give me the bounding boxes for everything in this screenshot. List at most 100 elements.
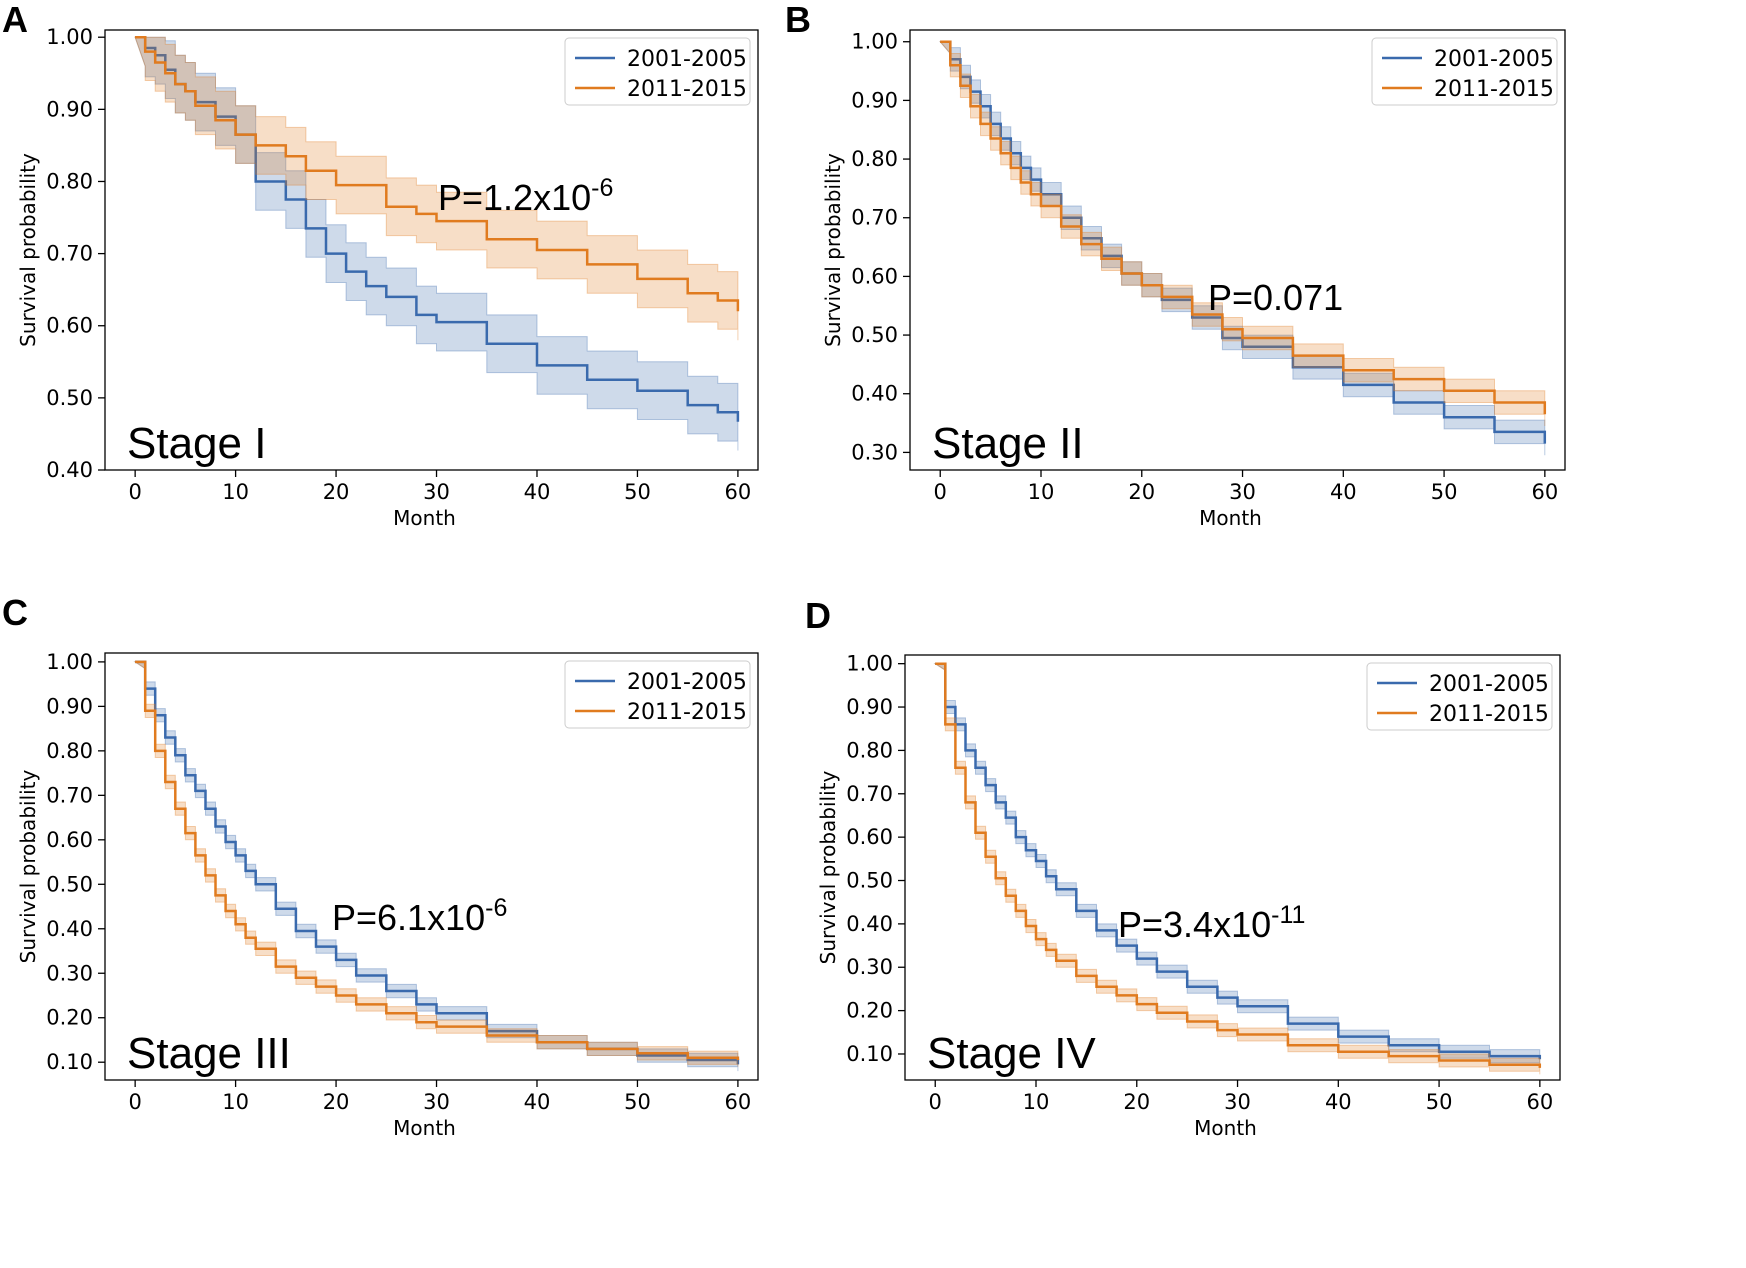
- p-value-text: P=1.2x10: [438, 177, 591, 218]
- legend-label: 2011-2015: [627, 700, 747, 725]
- survival-line-2011-2015: [135, 35, 740, 312]
- p-value-exponent: -11: [1271, 901, 1305, 929]
- panel-letter: D: [805, 595, 831, 636]
- x-tick-label: 10: [222, 1090, 249, 1114]
- y-tick-label: 0.70: [851, 206, 898, 230]
- x-tick-label: 50: [1431, 480, 1458, 504]
- y-tick-label: 0.10: [846, 1042, 893, 1066]
- stage-label: Stage IV: [927, 1029, 1096, 1078]
- p-value-annotation: P=1.2x10-6: [438, 174, 613, 218]
- y-tick-label: 0.20: [846, 999, 893, 1023]
- p-value-annotation: P=3.4x10-11: [1118, 901, 1305, 945]
- x-axis-label: Month: [393, 506, 456, 530]
- panel-letter: C: [2, 592, 28, 633]
- legend-label: 2001-2005: [1434, 47, 1554, 72]
- x-tick-label: 60: [725, 1090, 752, 1114]
- legend: 2001-2005 2011-2015: [564, 660, 751, 729]
- y-tick-label: 0.60: [851, 264, 898, 288]
- stage-label: Stage I: [127, 419, 266, 468]
- stage-label: Stage II: [932, 419, 1084, 468]
- survival-line-2011-2015: [940, 40, 1547, 415]
- x-tick-label: 30: [1229, 480, 1256, 504]
- legend-label: 2011-2015: [1429, 702, 1549, 727]
- p-value-annotation: P=6.1x10-6: [332, 894, 507, 938]
- x-tick-label: 20: [1128, 480, 1155, 504]
- x-tick-label: 50: [624, 1090, 651, 1114]
- x-axis-label: Month: [1199, 506, 1262, 530]
- x-tick-label: 30: [1224, 1090, 1251, 1114]
- y-tick-label: 0.50: [46, 872, 93, 896]
- y-tick-label: 0.80: [46, 739, 93, 763]
- y-axis-label: Survival probability: [816, 770, 840, 964]
- y-axis-label: Survival probability: [16, 153, 40, 347]
- x-tick-label: 10: [222, 480, 249, 504]
- legend-label: 2011-2015: [1434, 77, 1554, 102]
- x-tick-label: 0: [128, 1090, 141, 1114]
- y-tick-label: 0.30: [846, 955, 893, 979]
- y-tick-label: 1.00: [46, 25, 93, 49]
- y-axis-label: Survival probability: [16, 769, 40, 963]
- y-tick-label: 0.60: [846, 825, 893, 849]
- legend: 2001-2005 2011-2015: [1366, 662, 1553, 731]
- legend-label: 2001-2005: [1429, 672, 1549, 697]
- survival-line-2001-2005: [940, 40, 1547, 444]
- x-tick-label: 20: [323, 480, 350, 504]
- y-tick-label: 0.40: [46, 917, 93, 941]
- panel-d: D 0 10 20 30 40 50 60 0.10 0.20 0.30 0.40 0.50 0.60 0.…: [805, 595, 1561, 1140]
- y-tick-label: 0.50: [46, 386, 93, 410]
- x-tick-label: 0: [929, 1090, 942, 1114]
- y-tick-label: 0.90: [846, 695, 893, 719]
- x-tick-label: 10: [1028, 480, 1055, 504]
- x-axis-label: Month: [1194, 1116, 1257, 1140]
- x-tick-label: 0: [934, 480, 947, 504]
- y-tick-label: 0.40: [851, 382, 898, 406]
- y-tick-label: 0.90: [46, 694, 93, 718]
- y-tick-label: 0.40: [846, 912, 893, 936]
- x-tick-label: 60: [725, 480, 752, 504]
- y-axis-label: Survival probability: [821, 153, 845, 347]
- p-value-exponent: -6: [591, 174, 613, 202]
- y-tick-label: 0.50: [846, 869, 893, 893]
- axes-frame: [904, 654, 1561, 1081]
- y-tick-label: 0.70: [846, 782, 893, 806]
- legend-label: 2001-2005: [627, 47, 747, 72]
- p-value-text: P=6.1x10: [332, 897, 485, 938]
- y-tick-label: 0.90: [851, 88, 898, 112]
- y-tick-label: 0.60: [46, 828, 93, 852]
- x-tick-label: 40: [1325, 1090, 1352, 1114]
- y-tick-label: 0.40: [46, 458, 93, 482]
- panel-c: C 0 10 20 30 40 50 60 0.10 0.20 0.30 0.40 0.50 0.60 0.…: [2, 592, 759, 1140]
- x-tick-label: 40: [524, 1090, 551, 1114]
- y-tick-label: 0.10: [46, 1050, 93, 1074]
- x-tick-label: 40: [1330, 480, 1357, 504]
- x-tick-label: 40: [524, 480, 551, 504]
- x-tick-label: 10: [1023, 1090, 1050, 1114]
- axes-frame: [104, 29, 759, 471]
- survival-line-2001-2005: [935, 662, 1542, 1060]
- x-tick-label: 30: [423, 1090, 450, 1114]
- x-tick-label: 60: [1526, 1090, 1553, 1114]
- y-tick-label: 1.00: [851, 30, 898, 54]
- y-tick-label: 0.80: [846, 738, 893, 762]
- legend-label: 2001-2005: [627, 670, 747, 695]
- x-tick-label: 60: [1531, 480, 1558, 504]
- axes-frame: [909, 29, 1566, 471]
- x-tick-label: 20: [323, 1090, 350, 1114]
- legend-label: 2011-2015: [627, 77, 747, 102]
- y-tick-label: 0.30: [46, 961, 93, 985]
- p-value-annotation: P=0.071: [1208, 277, 1343, 318]
- y-tick-label: 0.90: [46, 97, 93, 121]
- panel-b: B 0 10 20 30 40 50 60 0.30 0.40 0.50 0.60 0.70 0.80 0.…: [785, 0, 1566, 530]
- y-tick-label: 0.50: [851, 323, 898, 347]
- p-value-text: P=3.4x10: [1118, 904, 1271, 945]
- x-axis-label: Month: [393, 1116, 456, 1140]
- y-tick-label: 0.30: [851, 440, 898, 464]
- y-tick-label: 0.70: [46, 242, 93, 266]
- x-tick-label: 30: [423, 480, 450, 504]
- y-tick-label: 1.00: [846, 652, 893, 676]
- stage-label: Stage III: [127, 1029, 291, 1078]
- x-tick-label: 20: [1123, 1090, 1150, 1114]
- panel-a: A 0 10 20 30 40 50 60 0.40 0.50 0.60 0.70 0.80 0.90 1.…: [2, 0, 759, 530]
- survival-line-2011-2015: [135, 660, 740, 1060]
